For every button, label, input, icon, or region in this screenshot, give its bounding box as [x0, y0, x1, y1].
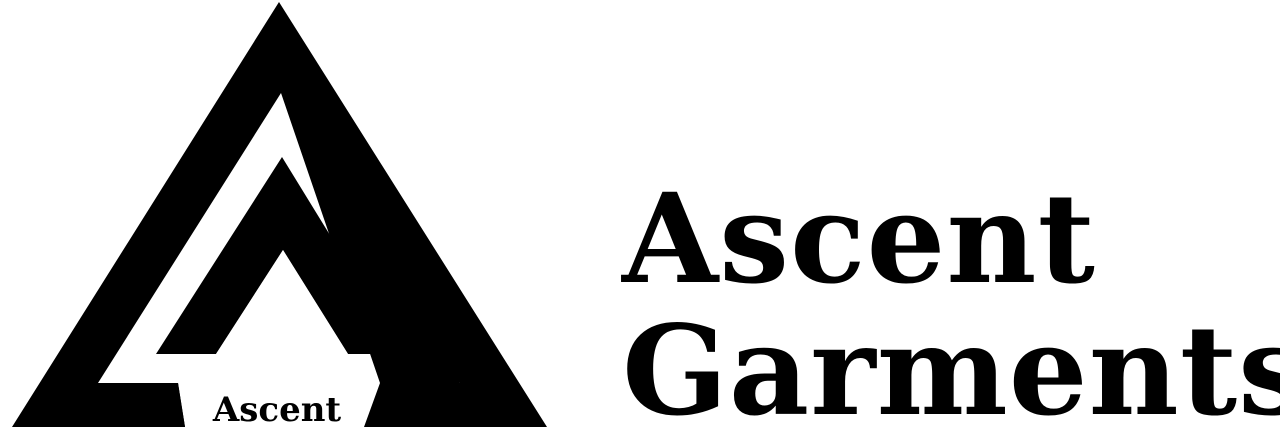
outer-triangle-base-left	[12, 383, 185, 427]
inner-chevron	[156, 157, 403, 354]
nested-triangle-mountain-icon: Ascent	[12, 2, 547, 427]
mark-text: Ascent	[212, 390, 342, 427]
brand-name-line2: Garments	[622, 299, 1280, 427]
outer-triangle	[12, 2, 547, 427]
inner-counter	[216, 250, 348, 354]
brand-name-line1: Ascent	[622, 167, 1096, 312]
wordmark: Ascent Garments	[622, 167, 1280, 427]
